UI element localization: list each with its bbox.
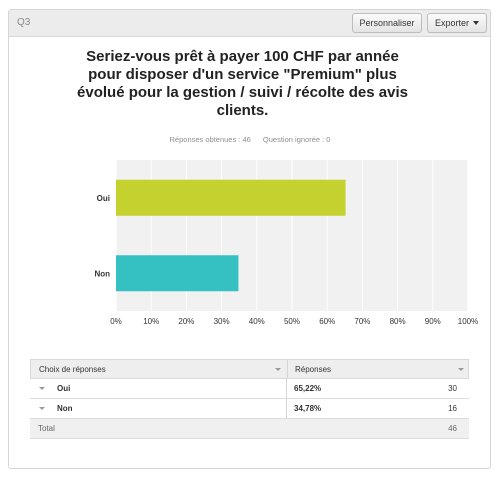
x-tick-label: 100% — [458, 317, 478, 326]
row-percent: 65,22% — [294, 384, 322, 393]
table-row[interactable]: Non 34,78% 16 — [30, 399, 469, 419]
chevron-down-icon[interactable] — [39, 387, 45, 390]
bar-oui[interactable] — [116, 179, 346, 216]
export-button-label: Exporter — [434, 18, 469, 28]
customize-button-label: Personnaliser — [359, 18, 415, 28]
skipped-count: Question ignorée : 0 — [262, 135, 331, 144]
x-tick-label: 70% — [354, 317, 370, 326]
column-divider — [286, 379, 287, 398]
answered-count: Réponses obtenues : 46 — [169, 135, 251, 144]
row-choice: Non — [57, 404, 73, 413]
row-count: 30 — [448, 384, 457, 393]
x-tick-label: 90% — [425, 317, 441, 326]
table-row[interactable]: Oui 65,22% 30 — [30, 379, 469, 399]
question-title: Seriez-vous prêt à payer 100 CHF par ann… — [77, 48, 408, 119]
table-header-row: Choix de réponses Réponses — [30, 359, 469, 379]
x-tick-label: 50% — [284, 317, 300, 326]
question-label: Q3 — [17, 17, 31, 28]
header-choice[interactable]: Choix de réponses — [39, 364, 106, 374]
y-category-label: Non — [94, 269, 110, 278]
export-button[interactable]: Exporter — [427, 13, 487, 33]
sort-icon[interactable] — [275, 368, 281, 371]
x-tick-label: 80% — [390, 317, 406, 326]
x-tick-label: 10% — [143, 317, 159, 326]
x-tick-label: 0% — [110, 317, 122, 326]
response-stats: Réponses obtenues : 46 Question ignorée … — [0, 135, 500, 144]
customize-button[interactable]: Personnaliser — [352, 13, 422, 33]
chevron-down-icon[interactable] — [39, 407, 45, 410]
header-responses[interactable]: Réponses — [295, 364, 332, 374]
row-count: 16 — [448, 404, 457, 413]
bar-non[interactable] — [116, 255, 239, 292]
row-percent: 34,78% — [294, 404, 322, 413]
table-total-row: Total 46 — [30, 419, 469, 439]
sort-icon[interactable] — [458, 368, 464, 371]
x-tick-label: 60% — [319, 317, 335, 326]
total-label: Total — [38, 424, 55, 433]
row-choice: Oui — [57, 384, 71, 393]
x-tick-label: 20% — [178, 317, 194, 326]
x-tick-label: 40% — [249, 317, 265, 326]
column-divider — [286, 399, 287, 418]
card-header: Q3 Personnaliser Exporter — [9, 10, 490, 37]
column-divider — [287, 360, 288, 378]
total-value: 46 — [448, 424, 457, 433]
y-category-label: Oui — [97, 194, 110, 203]
chevron-down-icon — [473, 21, 479, 25]
x-tick-label: 30% — [214, 317, 230, 326]
